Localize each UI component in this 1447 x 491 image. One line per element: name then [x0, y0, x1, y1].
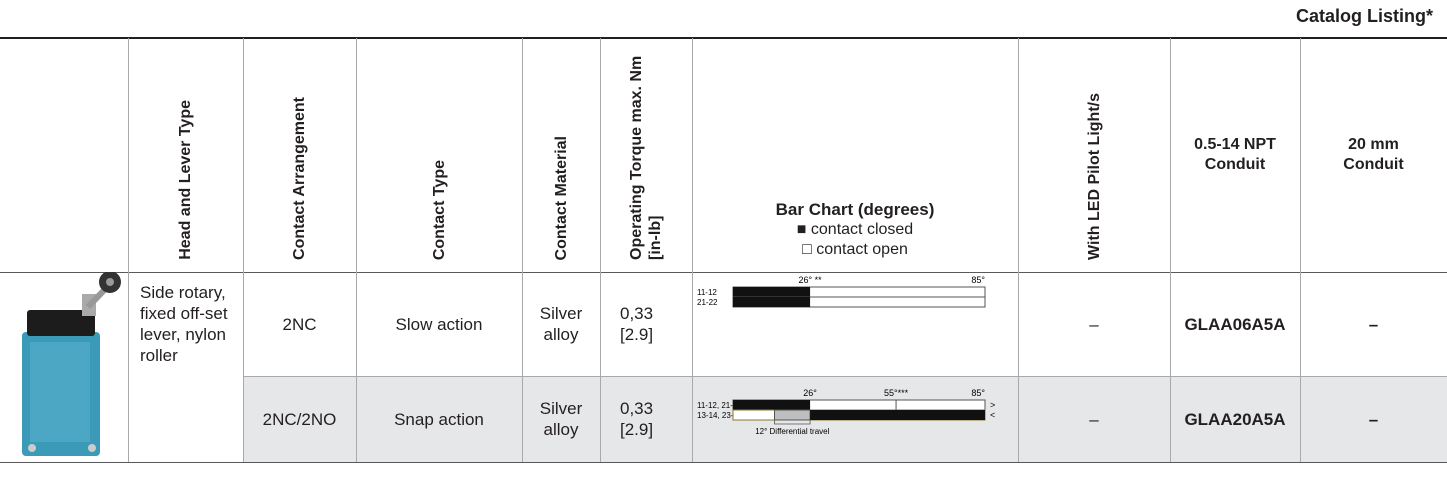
contact-arrangement: 2NC/2NO: [262, 409, 337, 429]
cell: 0,33 [2.9]: [600, 376, 692, 462]
bar-differential: [774, 409, 811, 421]
led: –: [1089, 409, 1099, 429]
column-header: 20 mm Conduit: [1343, 136, 1404, 173]
conduit-20mm: –: [1368, 409, 1379, 429]
col-line: [692, 38, 693, 462]
contact-material: Silver alloy: [539, 304, 583, 344]
torque: 0,33 [2.9]: [620, 399, 654, 439]
differential-label: 12° Differential travel: [755, 427, 829, 436]
bar-closed: [733, 287, 811, 297]
catalog-title: Catalog Listing*: [1295, 6, 1433, 26]
col-line: [1170, 38, 1171, 462]
degree-label: 85°: [971, 388, 985, 398]
cell: –: [1300, 272, 1447, 376]
degree-label: 26°: [803, 388, 817, 398]
contact-label: 11-12: [697, 288, 717, 297]
head-lever-type: Side rotary, fixed off-set lever, nylon …: [140, 283, 228, 365]
arrow: >: [990, 400, 995, 410]
contact-material: Silver alloy: [539, 399, 583, 439]
cell: Slow action: [356, 272, 522, 376]
contact-label: 11-12, 21-22: [697, 401, 742, 410]
conduit-20mm: –: [1368, 314, 1379, 334]
cell: 0,33 [2.9]: [600, 272, 692, 376]
degree-label: 55°***: [884, 388, 909, 398]
contact-type: Snap action: [394, 409, 484, 429]
degree-label: 26° **: [799, 275, 823, 285]
column-header: 0.5-14 NPT Conduit: [1194, 136, 1276, 173]
cell: GLAA06A5A: [1170, 272, 1300, 376]
cell: Silver alloy: [522, 376, 600, 462]
col-line: [600, 38, 601, 462]
bar-closed: [810, 410, 985, 420]
bar-chart-header: Bar Chart (degrees) ■ contact closed □ c…: [776, 200, 935, 260]
col-line: [243, 38, 244, 462]
col-line: [1018, 38, 1019, 462]
npt: GLAA06A5A: [1184, 314, 1286, 334]
row-rule: [243, 376, 1447, 377]
cell: Silver alloy: [522, 272, 600, 376]
product-image: [22, 272, 121, 456]
cell: –: [1018, 272, 1170, 376]
col-line: [1300, 38, 1301, 462]
cell: Snap action: [356, 376, 522, 462]
col-line: [522, 38, 523, 462]
degree-label: 85°: [971, 275, 985, 285]
npt: GLAA20A5A: [1184, 409, 1286, 429]
contact-type: Slow action: [395, 314, 483, 334]
cell: GLAA20A5A: [1170, 376, 1300, 462]
bar-closed: [733, 400, 811, 410]
contact-label: 13-14, 23-24: [697, 411, 743, 420]
torque: 0,33 [2.9]: [620, 304, 654, 344]
col-line: [128, 38, 129, 462]
cell: 2NC/2NO: [243, 376, 356, 462]
bottom-rule: [0, 462, 1447, 463]
arrow: <: [990, 410, 995, 420]
differential-bracket: [774, 420, 811, 425]
cell: –: [1300, 376, 1447, 462]
header-rule: [0, 272, 1447, 273]
contact-label: 21-22: [697, 298, 718, 307]
cell: –: [1018, 376, 1170, 462]
bar-chart-title: Bar Chart (degrees): [775, 200, 935, 219]
legend-closed: ■ contact closed: [796, 221, 914, 238]
led: –: [1089, 314, 1099, 334]
contact-arrangement: 2NC: [282, 314, 317, 334]
legend-open: □ contact open: [802, 241, 908, 258]
col-line: [356, 38, 357, 462]
cell: 2NC: [243, 272, 356, 376]
top-rule: [0, 37, 1447, 39]
bar-closed: [733, 297, 811, 307]
